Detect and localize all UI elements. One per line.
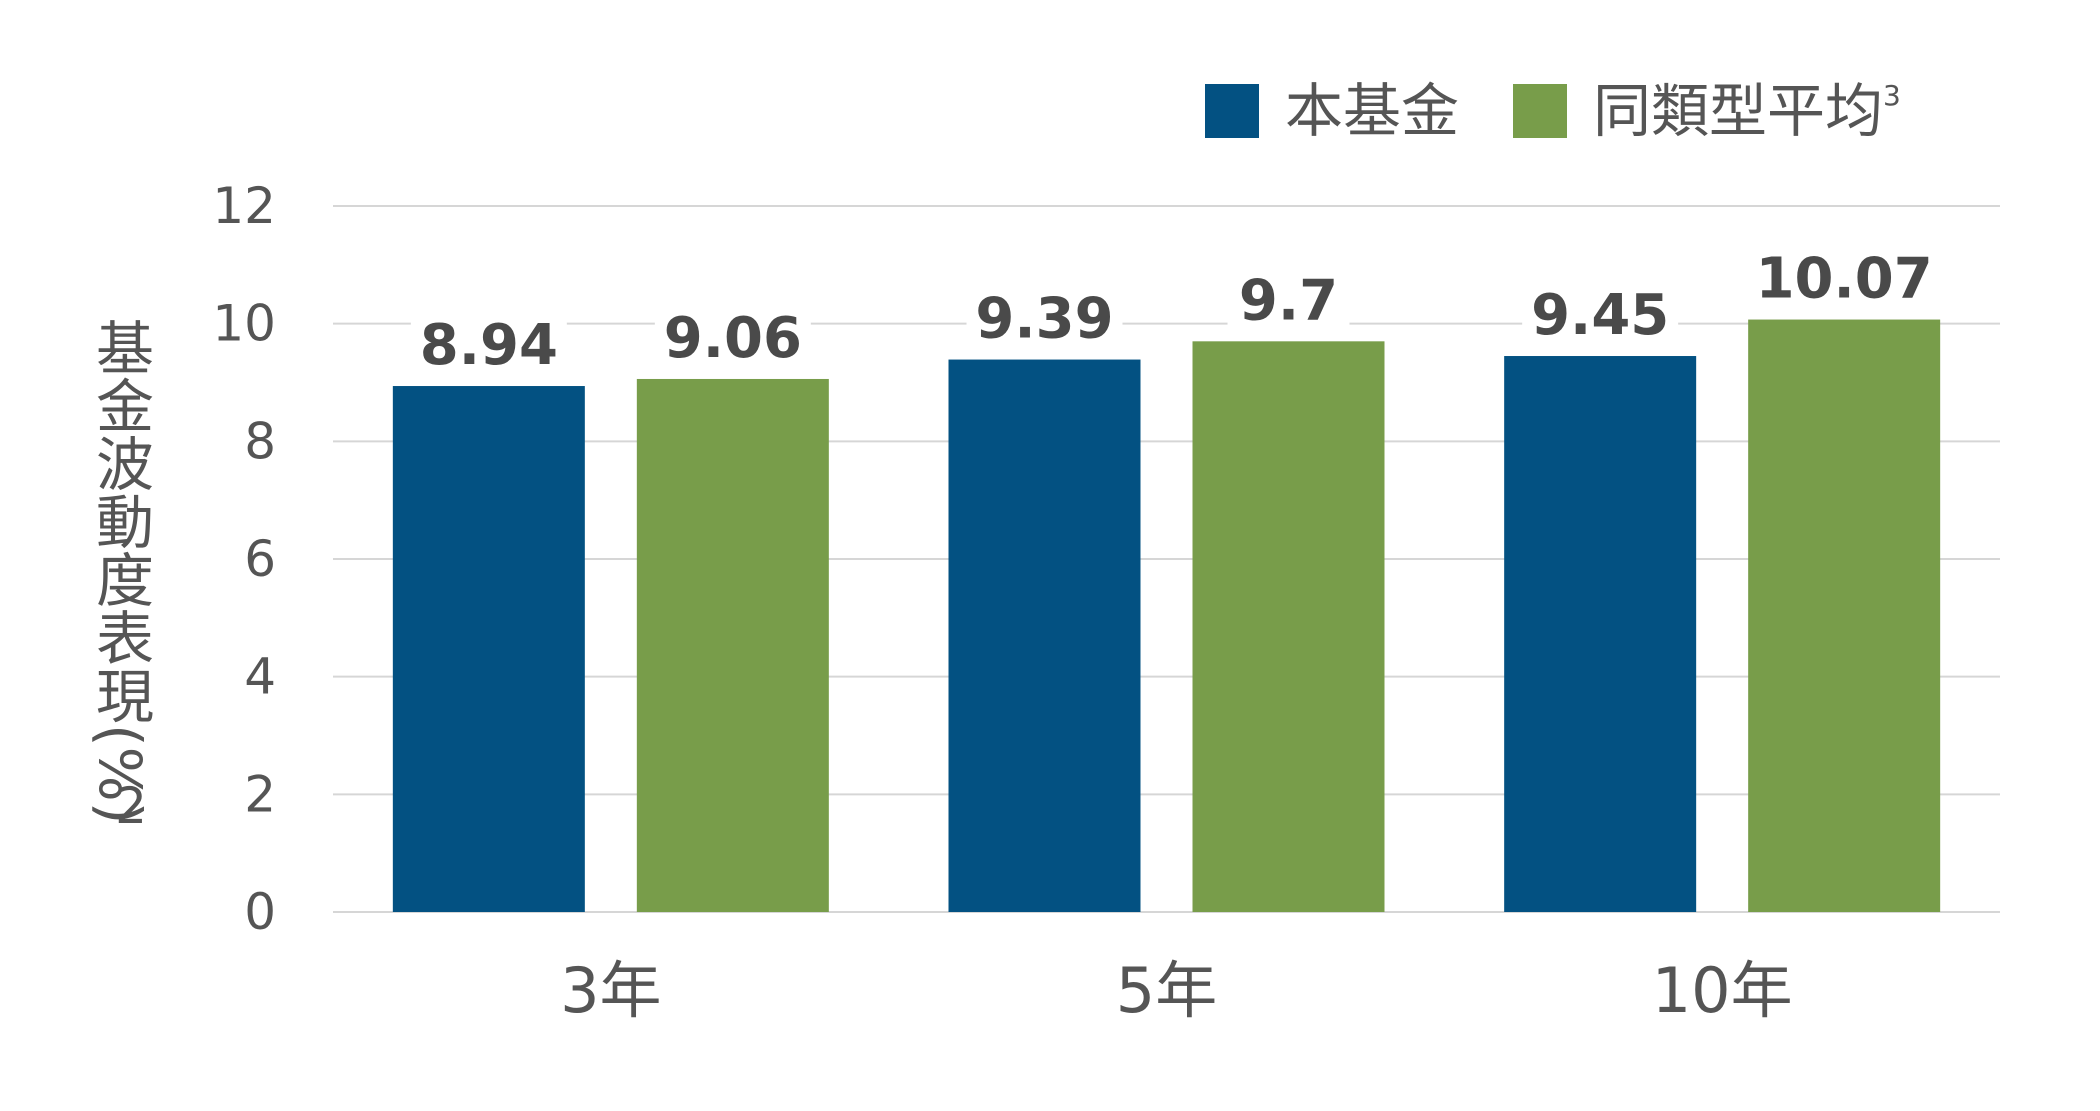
legend-superscript: 3 — [1883, 79, 1901, 112]
data-label-background — [410, 314, 567, 375]
data-label-background — [966, 287, 1123, 348]
bar — [392, 386, 585, 912]
x-tick-label: 3年 — [560, 954, 661, 1027]
data-label: 10.07 — [1756, 247, 1933, 312]
y-tick-label: 4 — [244, 648, 276, 706]
y-axis-title-superscript: 2 — [115, 777, 147, 835]
y-tick-label: 2 — [244, 765, 276, 823]
y-tick-label: 10 — [212, 295, 276, 353]
legend-swatch — [1205, 84, 1259, 138]
data-label: 9.39 — [975, 287, 1113, 352]
y-axis-title: 基金波動度表現(%) — [86, 318, 154, 824]
y-tick-label: 8 — [244, 412, 276, 470]
y-tick-label: 12 — [212, 177, 276, 235]
legend: 本基金 同類型平均3 — [1205, 77, 1901, 145]
data-labels: 8.94 9.06 9.39 9.7 9.45 10.07 — [410, 247, 1940, 378]
y-axis-ticks: 0 2 4 6 8 10 12 — [212, 177, 276, 941]
x-axis-ticks: 3年 5年 10年 — [560, 954, 1793, 1027]
bars — [392, 319, 1941, 913]
bar — [1192, 341, 1385, 913]
x-tick-label: 10年 — [1652, 954, 1793, 1027]
bar — [948, 359, 1141, 912]
data-label-background — [1522, 284, 1679, 345]
data-label: 9.45 — [1531, 283, 1669, 348]
bar — [636, 378, 829, 913]
bar — [1748, 319, 1941, 912]
data-label-background — [1749, 247, 1940, 308]
y-axis-label: 基金波動度表現(%) 2 — [86, 318, 154, 835]
data-label: 9.06 — [664, 306, 802, 371]
legend-swatch — [1513, 84, 1567, 138]
gridlines — [333, 205, 2000, 913]
legend-label: 本基金 — [1285, 77, 1459, 145]
y-tick-label: 6 — [244, 530, 276, 588]
data-label: 8.94 — [420, 313, 558, 378]
data-label: 9.7 — [1239, 268, 1338, 333]
data-label-background — [654, 306, 811, 367]
legend-label: 同類型平均3 — [1593, 77, 1901, 145]
bar — [1504, 356, 1697, 912]
data-label-background — [1227, 269, 1350, 330]
y-tick-label: 0 — [244, 883, 276, 941]
x-tick-label: 5年 — [1116, 954, 1217, 1027]
